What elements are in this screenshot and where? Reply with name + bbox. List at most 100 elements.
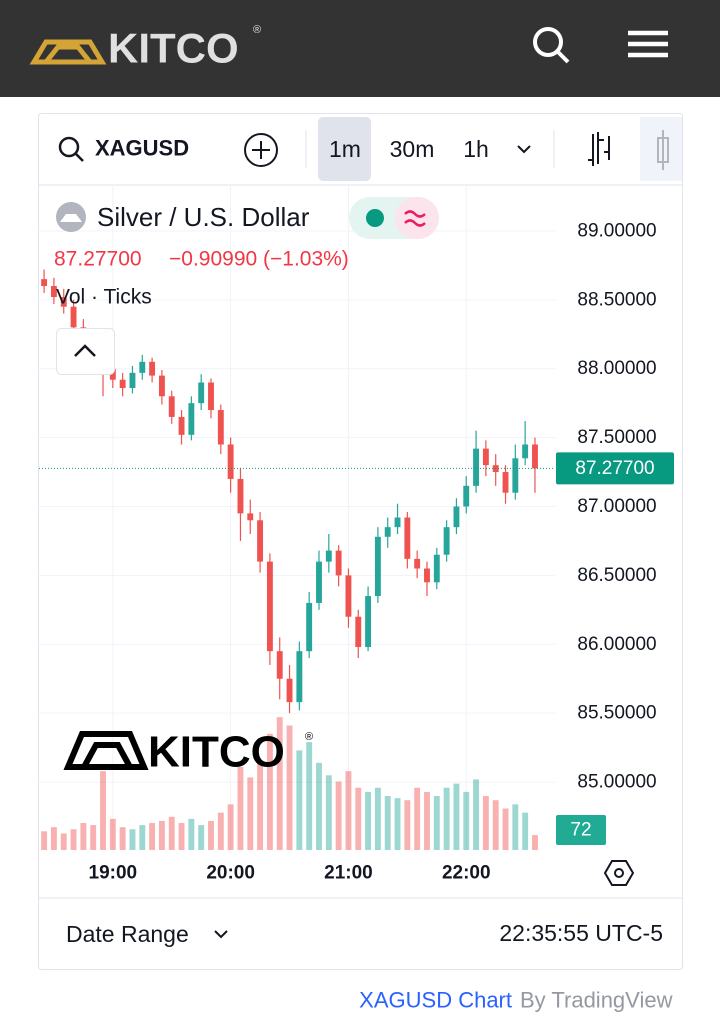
candle-body bbox=[119, 379, 126, 388]
footer-by: By TradingView bbox=[520, 988, 673, 1013]
status-pill bbox=[395, 197, 439, 239]
candle-body bbox=[247, 513, 254, 521]
candle-body bbox=[424, 568, 430, 583]
volume-bar bbox=[80, 823, 87, 850]
volume-bar bbox=[306, 742, 313, 850]
candle-body bbox=[473, 448, 480, 486]
last-price-badge bbox=[556, 452, 674, 485]
volume-bar bbox=[90, 825, 97, 850]
y-tick-label: 87.50000 bbox=[577, 427, 656, 448]
candle-body bbox=[482, 448, 489, 466]
symbol-search-icon[interactable] bbox=[58, 136, 84, 162]
volume-bar bbox=[149, 823, 156, 850]
plot-area: 85.00000 85.50000 86.00000 86.50000 87.00000… bbox=[39, 186, 674, 884]
candle-body bbox=[50, 286, 57, 298]
logo-text[interactable]: KITCO bbox=[108, 25, 239, 72]
delayed-icon bbox=[404, 210, 426, 227]
volume-label: 72 bbox=[570, 820, 591, 841]
bar-style-button[interactable] bbox=[588, 132, 610, 166]
volume-bar bbox=[237, 767, 244, 850]
clock: 22:35:55 UTC-5 bbox=[499, 920, 663, 946]
volume-bar bbox=[325, 775, 332, 850]
candle-body bbox=[158, 375, 165, 397]
candle-body bbox=[355, 616, 362, 648]
volume-bar bbox=[158, 820, 165, 850]
candle-body bbox=[286, 678, 293, 703]
search-button[interactable] bbox=[533, 27, 570, 64]
volume-bar bbox=[139, 825, 146, 850]
candle-body bbox=[41, 279, 48, 287]
volume-bar bbox=[453, 783, 460, 850]
candle-style-button[interactable] bbox=[640, 117, 682, 181]
collapse-icon bbox=[74, 344, 96, 357]
candle-body bbox=[139, 361, 146, 373]
candle-body bbox=[325, 550, 332, 562]
legend-change: −0.90990 (−1.03%) bbox=[169, 248, 349, 271]
volume-bar bbox=[433, 796, 440, 850]
candle-body bbox=[276, 651, 283, 679]
candle-body bbox=[453, 506, 460, 528]
volume-bar bbox=[492, 800, 499, 850]
volume-bar bbox=[502, 808, 509, 850]
volume-bar bbox=[208, 820, 214, 850]
volume-bar bbox=[384, 796, 391, 850]
volume-bar bbox=[70, 829, 77, 850]
candle-body bbox=[227, 444, 234, 479]
y-tick-label: 86.50000 bbox=[577, 565, 656, 586]
volume-bar bbox=[100, 771, 106, 850]
volume-bar bbox=[463, 791, 470, 850]
watermark-text: KITCO bbox=[148, 728, 285, 777]
interval-dropdown[interactable] bbox=[517, 145, 531, 154]
symbol[interactable]: XAGUSD bbox=[95, 136, 189, 161]
candle-body bbox=[384, 527, 391, 537]
volume-bar bbox=[473, 779, 480, 850]
x-tick-label: 20:00 bbox=[206, 863, 255, 884]
candle-body bbox=[502, 472, 509, 493]
volume-bar bbox=[50, 827, 57, 850]
menu-button[interactable] bbox=[628, 30, 668, 58]
candle-body bbox=[149, 361, 156, 376]
candle-body bbox=[296, 651, 303, 703]
candle-body bbox=[433, 554, 440, 583]
interval-button[interactable]: 1h bbox=[463, 136, 489, 162]
volume-bar bbox=[345, 771, 352, 850]
volume-bar bbox=[266, 733, 273, 850]
candle-body bbox=[404, 517, 411, 559]
volume-bar bbox=[522, 812, 529, 850]
volume-bar bbox=[227, 804, 234, 850]
x-tick-label: 21:00 bbox=[324, 863, 373, 884]
legend-series: Silver / U.S. Dollar bbox=[97, 202, 310, 232]
candle-body bbox=[266, 561, 273, 652]
volume-bar bbox=[188, 818, 195, 850]
interval-button[interactable]: 30m bbox=[390, 136, 435, 162]
y-tick-label: 85.00000 bbox=[577, 772, 656, 793]
candle-body bbox=[512, 458, 519, 493]
footer-link[interactable]: XAGUSD Chart bbox=[359, 988, 512, 1013]
date-range-chevron[interactable] bbox=[214, 930, 228, 939]
volume-bar bbox=[374, 787, 381, 850]
candle-body bbox=[443, 527, 450, 555]
volume-bar bbox=[60, 833, 67, 850]
candle-body bbox=[374, 536, 381, 597]
top-bar bbox=[0, 0, 720, 97]
watermark-mark: ® bbox=[305, 731, 313, 743]
interval-button[interactable]: 1m bbox=[329, 136, 361, 162]
candle-body bbox=[208, 382, 214, 411]
candle-body bbox=[414, 558, 421, 569]
logo-mark: ® bbox=[253, 24, 261, 36]
collapse-legend[interactable] bbox=[56, 328, 115, 375]
y-tick-label: 86.00000 bbox=[577, 634, 656, 655]
y-tick-label: 89.00000 bbox=[577, 220, 656, 241]
compare-button[interactable] bbox=[244, 133, 278, 167]
volume-bar bbox=[355, 787, 362, 850]
candle-body bbox=[257, 520, 264, 562]
volume-bar bbox=[512, 804, 519, 850]
volume-bar bbox=[198, 825, 205, 850]
date-range[interactable]: Date Range bbox=[66, 921, 189, 947]
widget-card bbox=[38, 113, 683, 970]
y-tick-label: 87.00000 bbox=[577, 496, 656, 517]
chart-settings[interactable] bbox=[603, 860, 635, 886]
logo-icon bbox=[29, 39, 107, 65]
candle-body bbox=[168, 396, 175, 417]
candle-body bbox=[394, 517, 401, 528]
